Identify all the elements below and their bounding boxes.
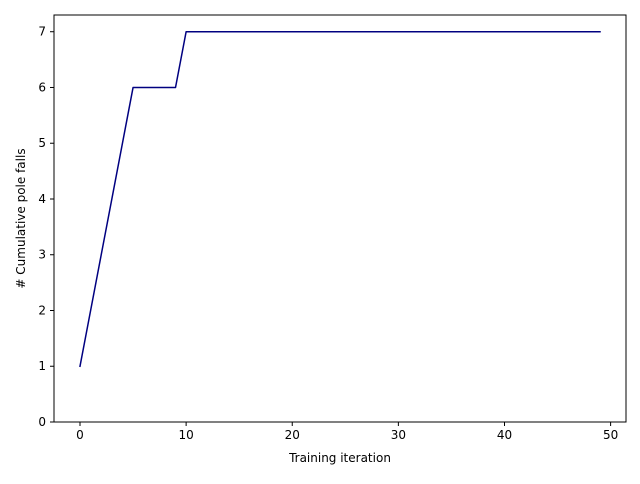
y-tick-label: 3	[38, 248, 46, 262]
y-tick-label: 0	[38, 415, 46, 429]
series-layer	[79, 30, 601, 368]
y-tick-label: 4	[38, 192, 46, 206]
y-tick-label: 5	[38, 136, 46, 150]
y-tick-label: 1	[38, 359, 46, 373]
y-tick-label: 6	[38, 80, 46, 94]
series-line-0	[79, 30, 601, 368]
y-tick-label: 7	[38, 25, 46, 39]
x-tick-label: 10	[178, 428, 193, 442]
x-tick-label: 0	[76, 428, 84, 442]
x-tick-label: 50	[603, 428, 618, 442]
axis-ticks: 0 10 20 30 40 50 0 1 2 3 4 5 6 7	[38, 25, 618, 442]
y-tick-label: 2	[38, 303, 46, 317]
x-axis-label: Training iteration	[288, 451, 391, 465]
y-axis-label: # Cumulative pole falls	[14, 148, 28, 288]
plot-frame	[53, 14, 627, 423]
x-tick-label: 40	[497, 428, 512, 442]
x-tick-label: 30	[391, 428, 406, 442]
x-tick-label: 20	[285, 428, 300, 442]
